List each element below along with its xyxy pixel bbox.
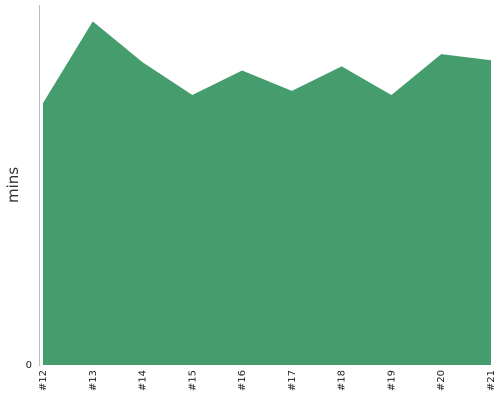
x-tick-label-8: #20 [436, 370, 447, 391]
y-axis-title: mins [4, 167, 22, 203]
x-tick-label-3: #15 [187, 370, 198, 391]
area-layer [43, 21, 491, 366]
x-tick-label-0: #12 [38, 370, 49, 391]
x-tick-label-9: #21 [486, 370, 497, 391]
x-tick-label-6: #18 [337, 370, 348, 391]
x-tick-label-2: #14 [138, 370, 149, 391]
x-tick-layer: #12 #13 #14 #15 #16 #17 #18 #19 #20 #21 [38, 370, 497, 391]
x-tick-label-5: #17 [287, 370, 298, 391]
x-tick-label-7: #19 [386, 370, 397, 391]
x-tick-label-1: #13 [88, 370, 99, 391]
y-tick-label-0: 0 [26, 360, 32, 371]
x-tick-label-4: #16 [237, 370, 248, 391]
area-series [43, 21, 491, 366]
